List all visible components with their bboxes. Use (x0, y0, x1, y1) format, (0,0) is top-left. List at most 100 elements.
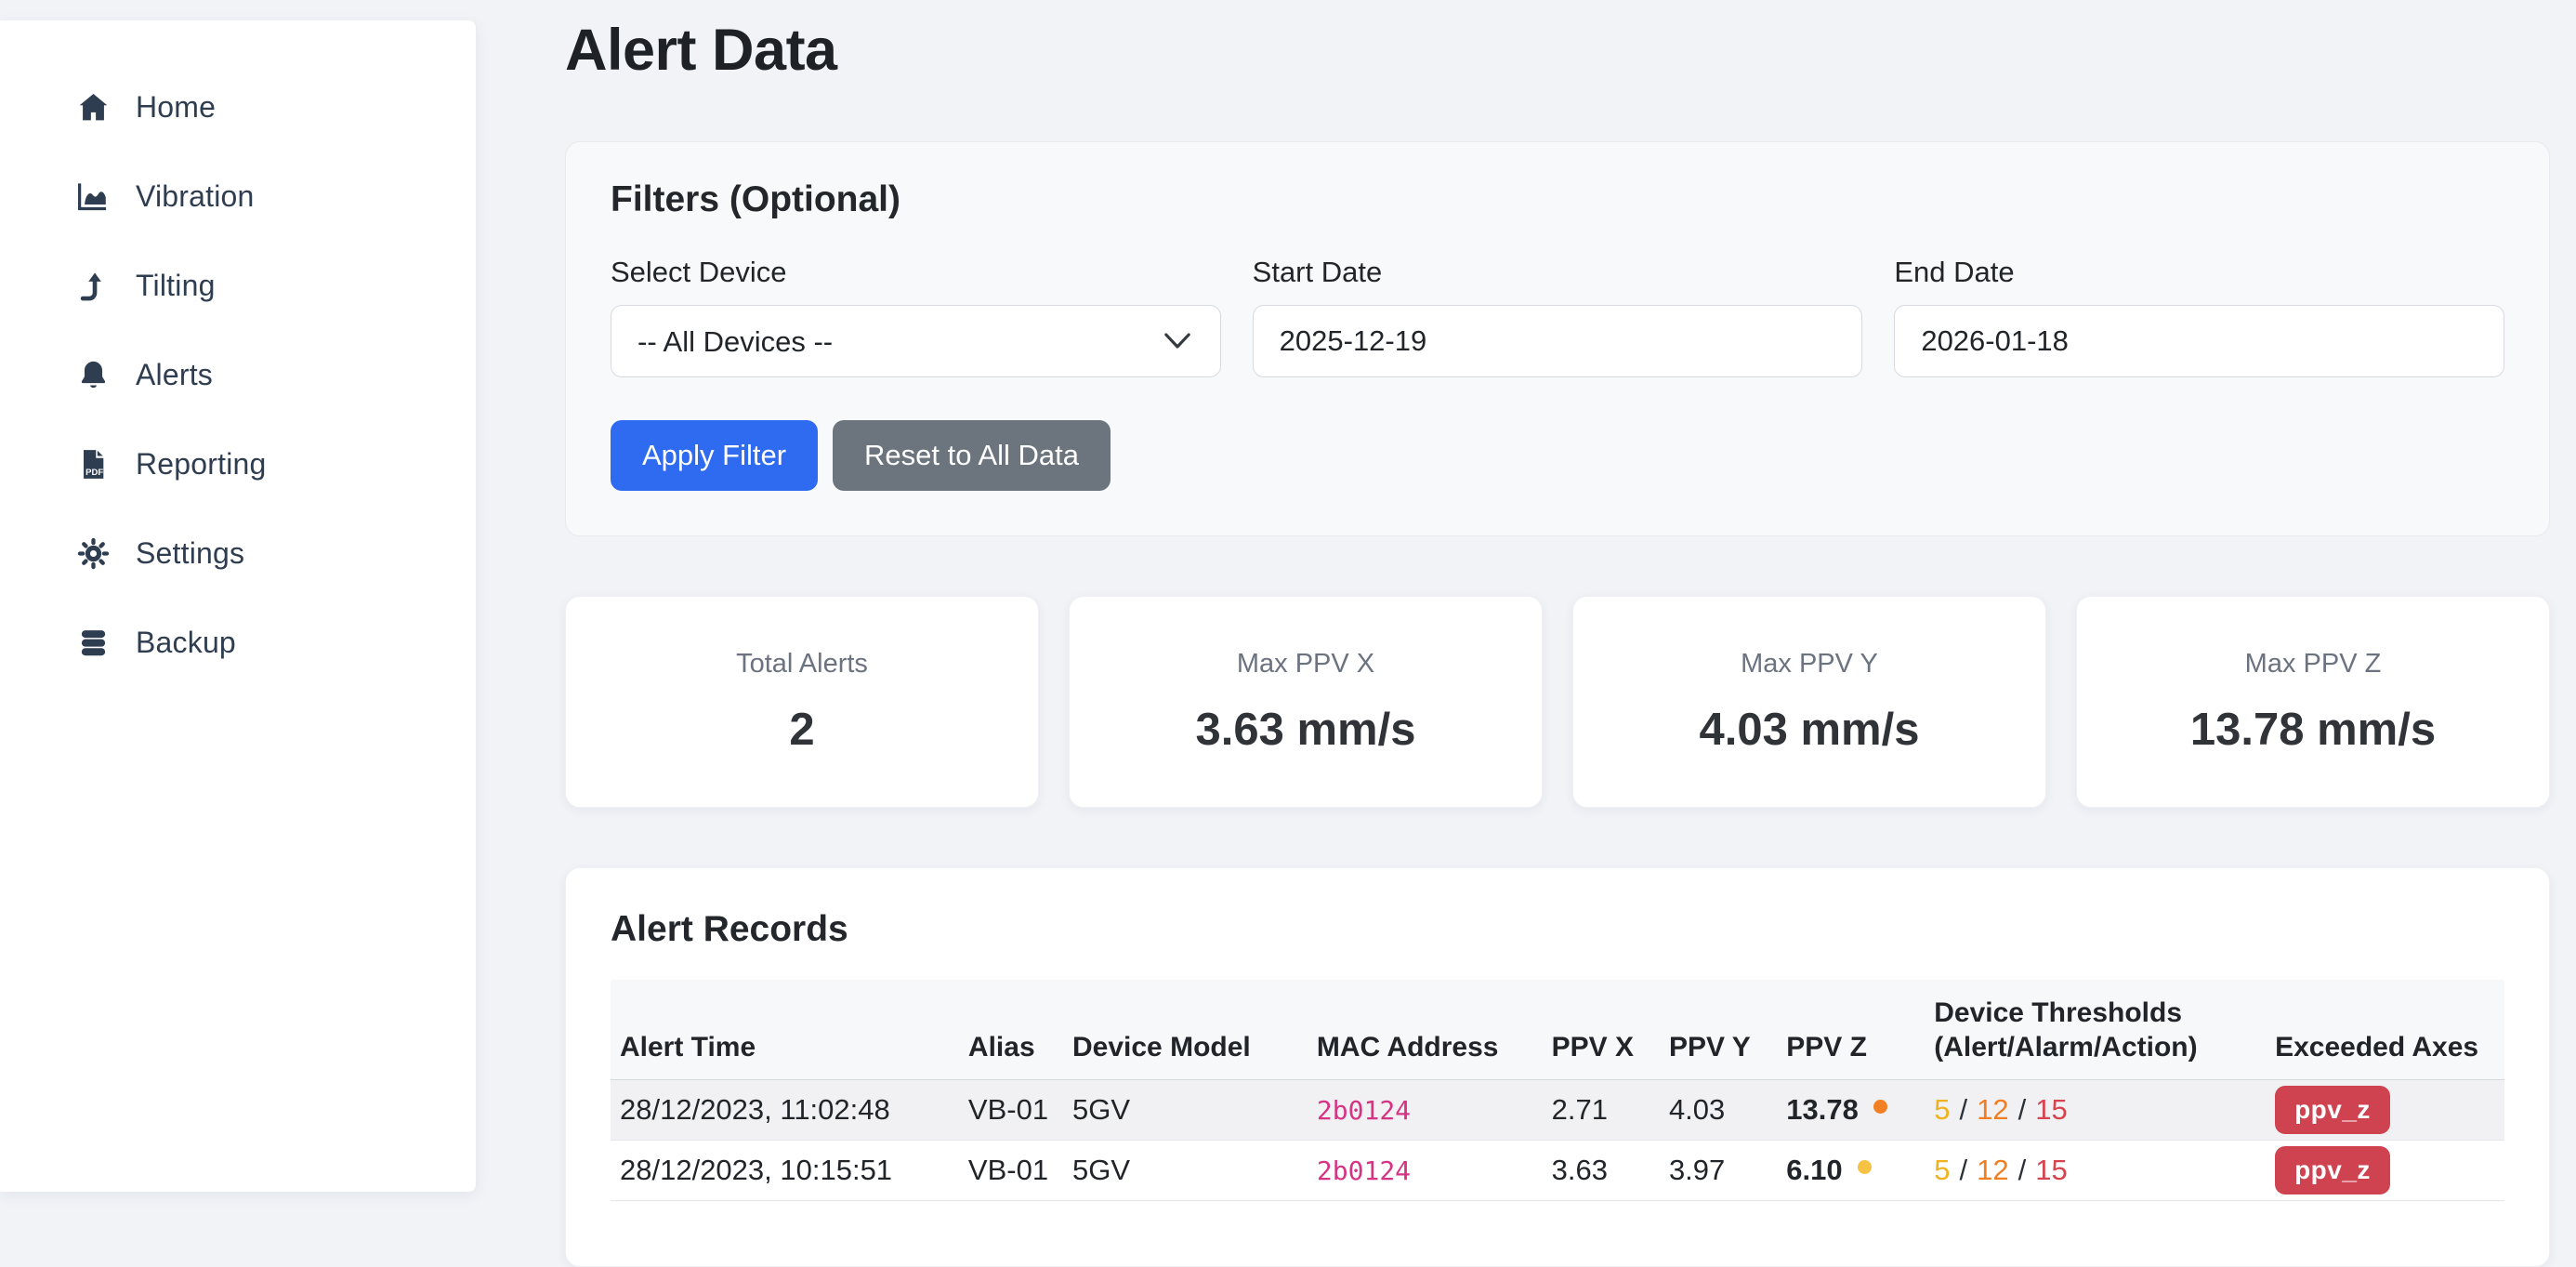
vibration-chart-icon (76, 179, 111, 214)
threshold-separator: / (2018, 1154, 2027, 1186)
alert-records-heading: Alert Records (611, 909, 2504, 950)
device-select-wrap: -- All Devices -- (611, 305, 1221, 377)
select-device-label: Select Device (611, 256, 1221, 289)
sidebar-item-settings[interactable]: Settings (0, 526, 476, 580)
stats-row: Total Alerts 2 Max PPV X 3.63 mm/s Max P… (565, 596, 2550, 808)
end-date-field: End Date (1894, 256, 2504, 377)
stat-card-total-alerts: Total Alerts 2 (565, 596, 1039, 808)
sidebar-item-vibration[interactable]: Vibration (0, 169, 476, 223)
threshold-alarm-value: 12 (1977, 1154, 2008, 1186)
sidebar: Home Vibration Tilting (0, 20, 477, 1192)
ppv-y-cell: 3.97 (1656, 1141, 1773, 1201)
page-title: Alert Data (565, 11, 2550, 89)
sidebar-item-label: Settings (136, 536, 244, 571)
main-content: Alert Data Filters (Optional) Select Dev… (565, 0, 2550, 1267)
table-row[interactable]: 28/12/2023, 10:15:51 VB-01 5GV 2b0124 3.… (611, 1141, 2504, 1201)
stat-value: 4.03 mm/s (1700, 704, 1920, 756)
apply-filter-button[interactable]: Apply Filter (611, 420, 818, 491)
sidebar-item-alerts[interactable]: Alerts (0, 348, 476, 402)
ppv-x-cell: 2.71 (1539, 1080, 1656, 1141)
sidebar-item-tilting[interactable]: Tilting (0, 258, 476, 312)
col-device-model: Device Model (1059, 980, 1304, 1080)
severity-dot (1873, 1100, 1887, 1114)
mac-cell: 2b0124 (1304, 1141, 1539, 1201)
sidebar-item-label: Home (136, 90, 216, 125)
database-icon (76, 626, 111, 660)
threshold-action-value: 15 (2035, 1154, 2067, 1186)
start-date-label: Start Date (1253, 256, 1863, 289)
threshold-separator: / (1959, 1093, 1967, 1126)
threshold-alarm-value: 12 (1977, 1093, 2008, 1126)
device-filter-field: Select Device -- All Devices -- (611, 256, 1221, 377)
ppv-z-cell: 6.10 (1773, 1141, 1921, 1201)
alert-records-table: Alert Time Alias Device Model MAC Addres… (611, 980, 2504, 1201)
home-icon (76, 90, 111, 125)
filter-actions: Apply Filter Reset to All Data (611, 420, 2504, 491)
reset-all-data-button[interactable]: Reset to All Data (833, 420, 1111, 491)
mac-address-code: 2b0124 (1317, 1095, 1411, 1126)
threshold-separator: / (2018, 1093, 2027, 1126)
sidebar-item-label: Reporting (136, 447, 267, 482)
sidebar-item-label: Alerts (136, 358, 213, 392)
end-date-input[interactable] (1894, 305, 2504, 377)
table-row[interactable]: 28/12/2023, 11:02:48 VB-01 5GV 2b0124 2.… (611, 1080, 2504, 1141)
alias-cell: VB-01 (955, 1080, 1059, 1141)
filters-heading: Filters (Optional) (611, 179, 2504, 220)
threshold-action-value: 15 (2035, 1093, 2067, 1126)
stat-label: Max PPV Y (1741, 649, 1878, 680)
exceeded-axis-badge: ppv_z (2275, 1086, 2390, 1134)
sidebar-item-backup[interactable]: Backup (0, 615, 476, 669)
stat-label: Total Alerts (736, 649, 868, 680)
ppv-z-value: 13.78 (1786, 1093, 1859, 1126)
ppv-z-value: 6.10 (1786, 1154, 1842, 1186)
col-alert-time: Alert Time (611, 980, 955, 1080)
col-ppv-y: PPV Y (1656, 980, 1773, 1080)
stat-card-max-ppv-y: Max PPV Y 4.03 mm/s (1572, 596, 2046, 808)
device-model-cell: 5GV (1059, 1080, 1304, 1141)
exceeded-axes-cell: ppv_z (2262, 1141, 2504, 1201)
col-device-thresholds: Device Thresholds (Alert/Alarm/Action) (1921, 980, 2262, 1080)
sidebar-item-label: Vibration (136, 179, 255, 214)
stat-card-max-ppv-x: Max PPV X 3.63 mm/s (1069, 596, 1543, 808)
svg-text:PDF: PDF (85, 468, 103, 478)
sidebar-nav: Home Vibration Tilting (0, 80, 476, 669)
pdf-file-icon: PDF (76, 447, 111, 482)
alias-cell: VB-01 (955, 1141, 1059, 1201)
ppv-z-cell: 13.78 (1773, 1080, 1921, 1141)
col-ppv-x: PPV X (1539, 980, 1656, 1080)
thresholds-cell: 5/12/15 (1921, 1080, 2262, 1141)
stat-label: Max PPV Z (2245, 649, 2382, 680)
sidebar-item-reporting[interactable]: PDF Reporting (0, 437, 476, 491)
sidebar-item-home[interactable]: Home (0, 80, 476, 134)
mac-address-code: 2b0124 (1317, 1155, 1411, 1186)
exceeded-axis-badge: ppv_z (2275, 1146, 2390, 1194)
gear-icon (76, 536, 111, 571)
col-mac-address: MAC Address (1304, 980, 1539, 1080)
col-alias: Alias (955, 980, 1059, 1080)
stat-value: 2 (789, 704, 814, 756)
ppv-x-cell: 3.63 (1539, 1141, 1656, 1201)
mac-cell: 2b0124 (1304, 1080, 1539, 1141)
severity-dot (1858, 1160, 1872, 1174)
filter-fields: Select Device -- All Devices -- Start Da… (611, 256, 2504, 377)
table-header-row: Alert Time Alias Device Model MAC Addres… (611, 980, 2504, 1080)
alert-time-cell: 28/12/2023, 10:15:51 (611, 1141, 955, 1201)
col-exceeded-axes: Exceeded Axes (2262, 980, 2504, 1080)
tilt-arrow-icon (76, 269, 111, 303)
ppv-y-cell: 4.03 (1656, 1080, 1773, 1141)
thresholds-header-line1: Device Thresholds (1934, 996, 2249, 1031)
start-date-field: Start Date (1253, 256, 1863, 377)
col-ppv-z: PPV Z (1773, 980, 1921, 1080)
device-model-cell: 5GV (1059, 1141, 1304, 1201)
stat-value: 3.63 mm/s (1196, 704, 1416, 756)
exceeded-axes-cell: ppv_z (2262, 1080, 2504, 1141)
device-select[interactable]: -- All Devices -- (611, 305, 1221, 377)
threshold-alert-value: 5 (1934, 1093, 1950, 1126)
thresholds-header-line2: (Alert/Alarm/Action) (1934, 1031, 2249, 1065)
thresholds-cell: 5/12/15 (1921, 1141, 2262, 1201)
start-date-input[interactable] (1253, 305, 1863, 377)
threshold-separator: / (1959, 1154, 1967, 1186)
filters-card: Filters (Optional) Select Device -- All … (565, 141, 2550, 536)
end-date-label: End Date (1894, 256, 2504, 289)
alert-time-cell: 28/12/2023, 11:02:48 (611, 1080, 955, 1141)
